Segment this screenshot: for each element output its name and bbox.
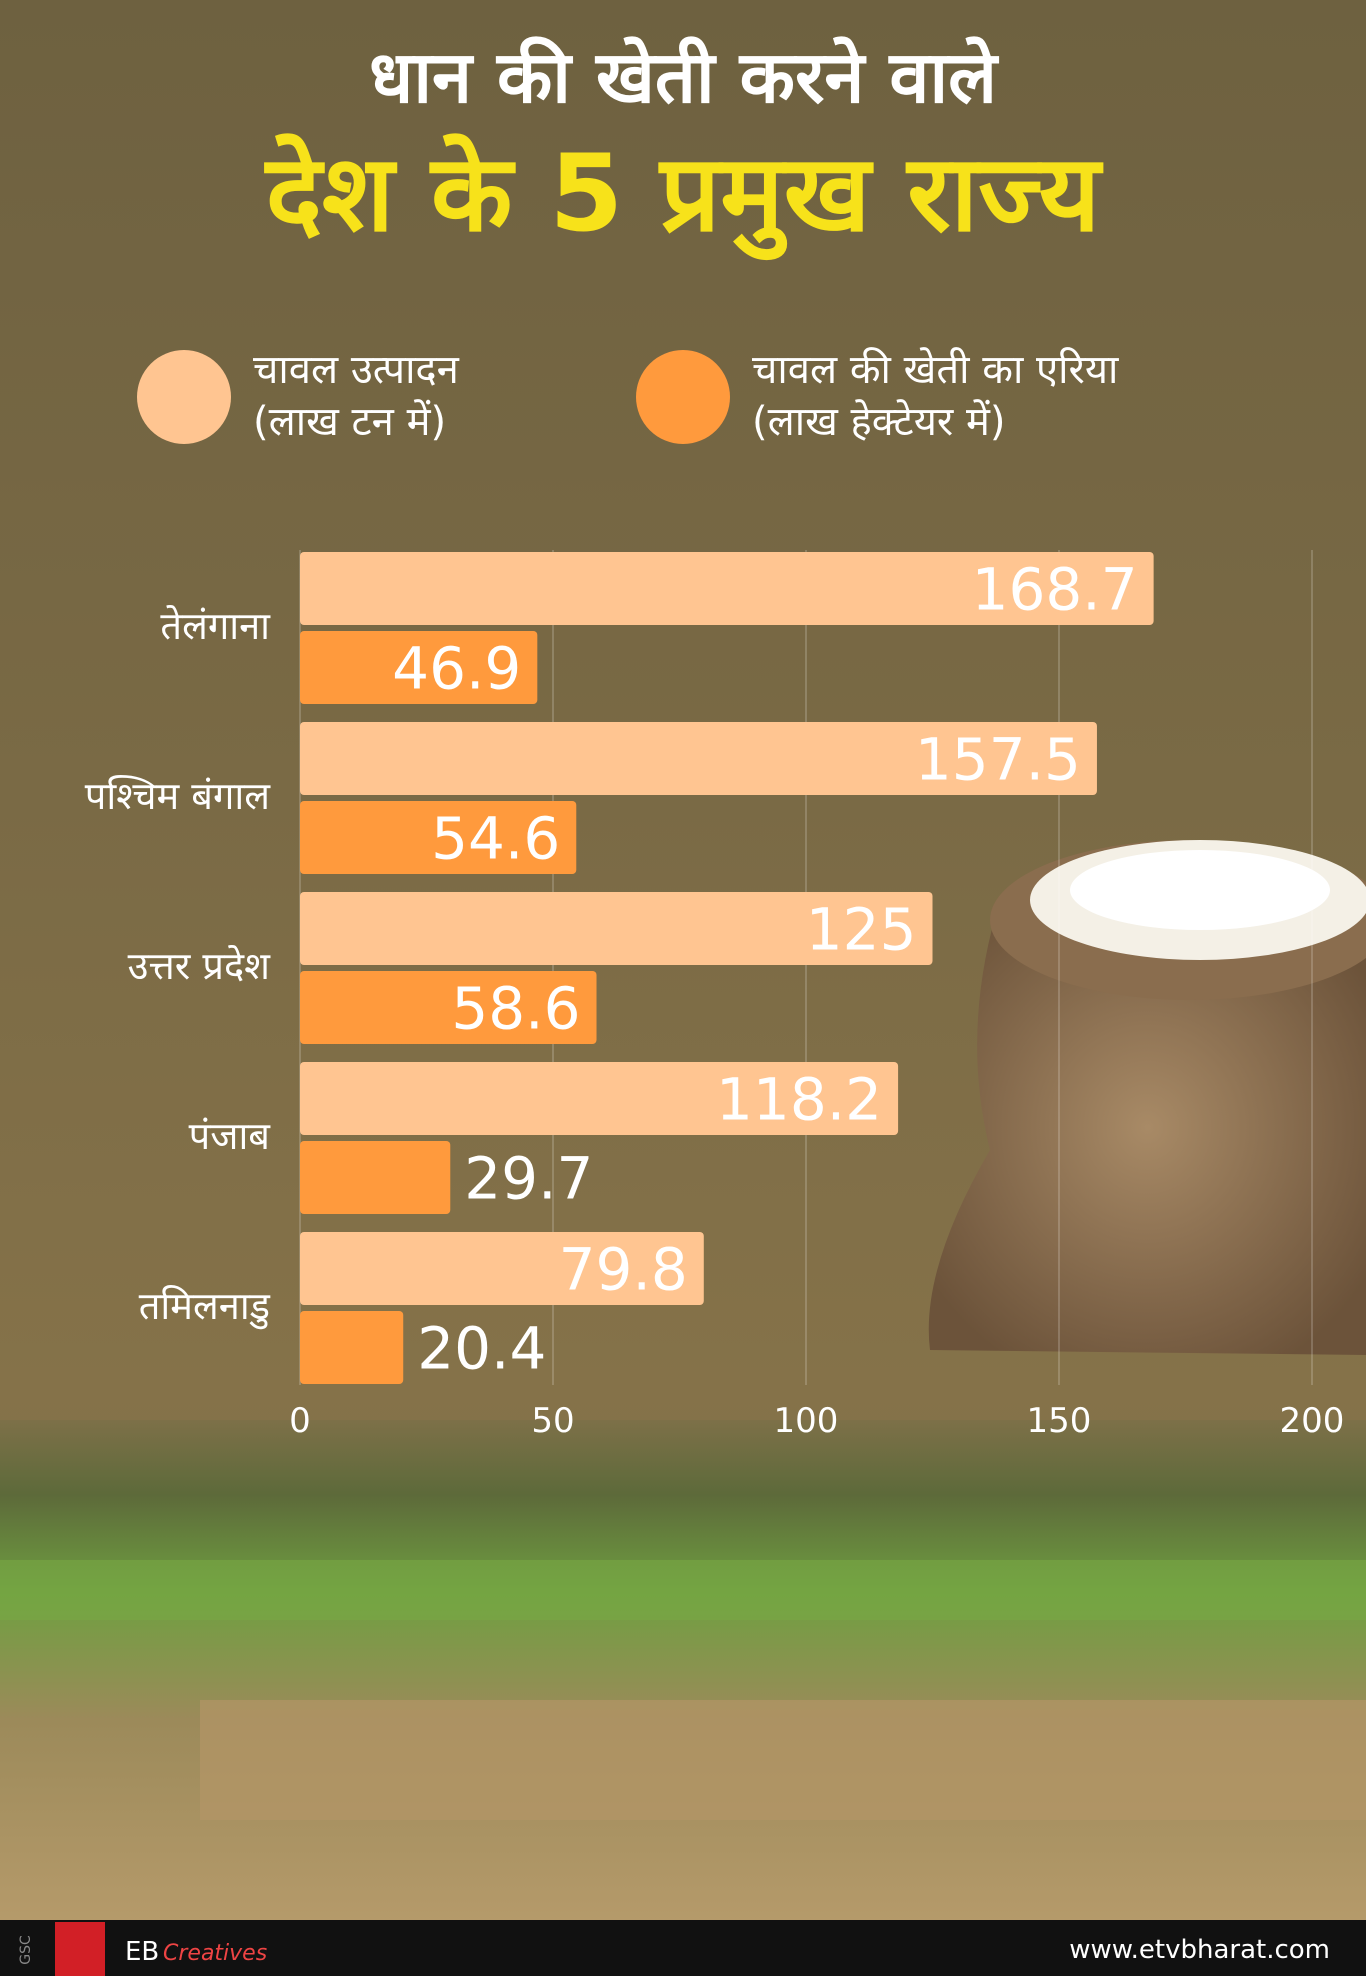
bar [300, 1062, 899, 1135]
value-label: 29.7 [464, 1145, 593, 1213]
y-tick-label: तेलंगाना [160, 604, 271, 648]
field-water [200, 1700, 1366, 1820]
x-tick-label: 100 [774, 1401, 839, 1441]
legend-label: चावल की खेती का एरिया (लाख हेक्टेयर में) [752, 347, 1119, 445]
value-label: 79.8 [559, 1236, 688, 1304]
bar [300, 801, 577, 874]
footer-code: GSC [18, 1935, 34, 1965]
x-tick-label: 150 [1027, 1401, 1092, 1441]
bar [300, 971, 597, 1044]
value-label: 58.6 [451, 975, 580, 1043]
value-label: 118.2 [716, 1066, 882, 1134]
bar [300, 892, 933, 965]
legend-label: चावल उत्पादन (लाख टन में) [253, 347, 459, 445]
field-strip [0, 1560, 1366, 1620]
footer-bar [0, 1920, 1366, 1976]
value-label: 46.9 [392, 635, 521, 703]
x-tick-label: 50 [531, 1401, 574, 1441]
rice-sack [928, 840, 1366, 1355]
legend-swatch [636, 350, 730, 444]
y-tick-label: उत्तर प्रदेश [128, 944, 272, 988]
y-tick-label: पश्चिम बंगाल [85, 774, 271, 818]
y-tick-label: तमिलनाडु [139, 1284, 271, 1330]
chart-title: धान की खेती करने वाले [369, 35, 999, 119]
value-label: 20.4 [417, 1315, 546, 1383]
chart-subtitle: देश के 5 प्रमुख राज्य [264, 132, 1104, 261]
x-tick-label: 200 [1280, 1401, 1345, 1441]
x-tick-label: 0 [289, 1401, 311, 1441]
bar [300, 1311, 404, 1384]
footer-site: www.etvbharat.com [1069, 1935, 1330, 1965]
y-tick-label: पंजाब [189, 1114, 272, 1158]
legend-swatch [137, 350, 231, 444]
logo [55, 1922, 105, 1976]
footer-brand-script: Creatives [163, 1941, 267, 1966]
value-label: 168.7 [972, 556, 1138, 624]
bar [300, 552, 1154, 625]
value-label: 54.6 [431, 805, 560, 873]
footer-brand: EB [125, 1937, 159, 1967]
value-label: 125 [806, 896, 917, 964]
bar [300, 1141, 451, 1214]
field-photo [0, 1420, 1366, 1920]
value-label: 157.5 [915, 726, 1081, 794]
bar [300, 631, 538, 704]
bar [300, 722, 1097, 795]
bar [300, 1232, 704, 1305]
